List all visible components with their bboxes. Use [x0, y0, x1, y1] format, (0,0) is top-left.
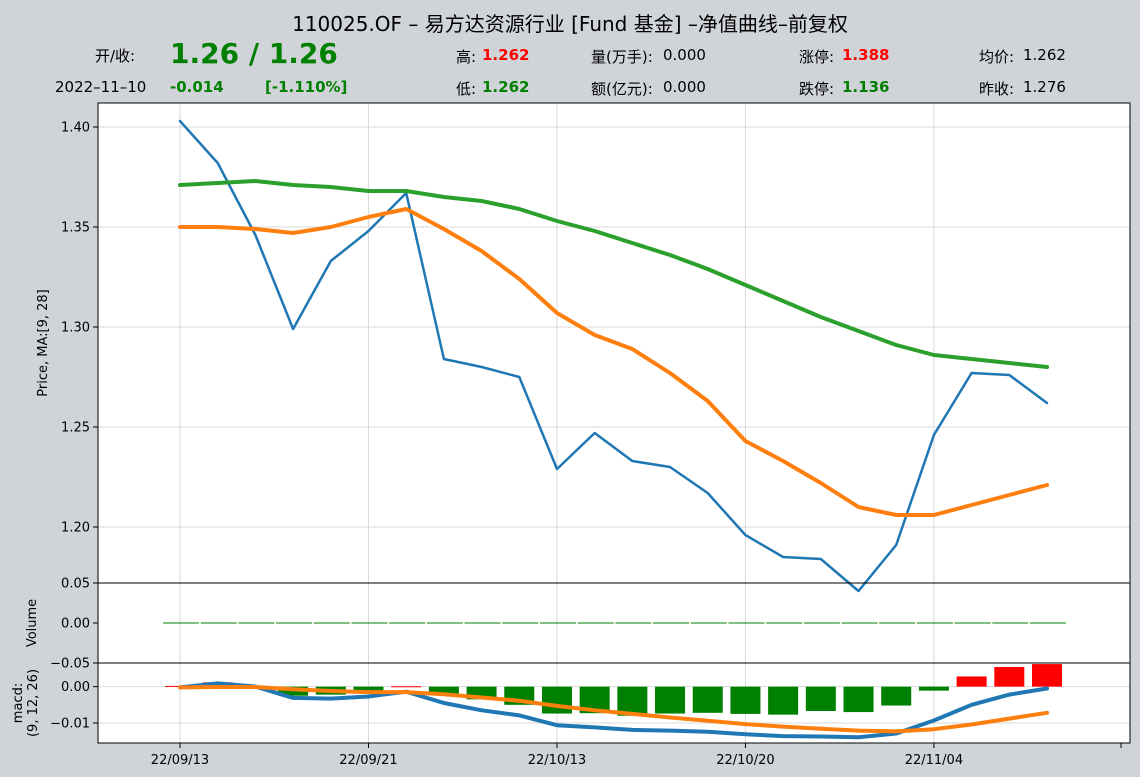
prev-close-label: 昨收:: [979, 80, 1015, 98]
low-label: 低:: [456, 80, 477, 98]
open-close-value: 1.26 / 1.26: [170, 37, 338, 70]
macd-histogram-bar: [956, 676, 987, 687]
prev-close-value: 1.276: [1023, 78, 1066, 96]
macd-histogram-bar: [768, 686, 799, 715]
macd-y-axis-label: macd:(9, 12, 26): [11, 669, 41, 737]
macd-y-tick-label: 0.00: [61, 680, 90, 695]
x-tick-label: 22/09/13: [151, 753, 209, 768]
price-y-tick-label: 1.35: [61, 221, 90, 236]
avg-price-label: 均价:: [979, 48, 1015, 66]
open-close-label: 开/收:: [95, 47, 136, 65]
macd-histogram-bar: [730, 686, 761, 714]
change-value: -0.014: [170, 78, 224, 96]
amount-value: 0.000: [663, 78, 706, 96]
price-y-tick-label: 1.40: [61, 121, 90, 136]
x-tick-label: 22/09/21: [339, 753, 397, 768]
volume-label: 量(万手):: [591, 48, 653, 66]
macd-histogram-bar: [918, 686, 949, 691]
price-y-axis-label: Price, MA:[9, 28]: [36, 289, 51, 396]
chart-title: 110025.OF – 易方达资源行业 [Fund 基金] –净值曲线–前复权: [292, 12, 848, 36]
macd-histogram-bar: [805, 686, 836, 711]
volume-value: 0.000: [663, 46, 706, 64]
limit-up-label: 涨停:: [799, 48, 835, 66]
price-y-tick-label: 1.25: [61, 421, 90, 436]
macd-histogram-bar: [541, 686, 572, 714]
x-tick-label: 22/11/04: [905, 753, 963, 768]
macd-histogram-bar: [353, 686, 384, 691]
avg-price-value: 1.262: [1023, 46, 1066, 64]
macd-signal-line: [178, 685, 1049, 734]
macd-histogram-bar: [994, 667, 1025, 687]
macd-y-tick-label: −0.01: [50, 717, 90, 732]
high-value: 1.262: [482, 46, 530, 64]
macd-histogram-bar: [617, 686, 648, 716]
macd-histogram-bar: [655, 686, 686, 714]
volume-y-tick-label: 0.00: [61, 617, 90, 632]
amount-label: 额(亿元):: [591, 80, 653, 98]
macd-histogram-bar: [692, 686, 723, 713]
change-pct: [-1.110%]: [265, 78, 348, 96]
price-y-tick-label: 1.20: [61, 521, 90, 536]
volume-y-axis-label: Volume: [25, 599, 40, 647]
limit-up-value: 1.388: [842, 46, 890, 64]
macd-histogram-bar: [843, 686, 874, 713]
macd-y-axis-label-line: macd:: [11, 683, 26, 723]
macd-histogram-bar: [1032, 664, 1062, 687]
volume-y-tick-label: 0.05: [61, 577, 90, 592]
limit-down-value: 1.136: [842, 78, 890, 96]
macd-histogram-bar: [428, 686, 459, 696]
volume-y-tick-label: −0.05: [50, 657, 90, 672]
high-label: 高:: [456, 48, 477, 66]
macd-histogram-bar: [391, 686, 422, 688]
x-tick-label: 22/10/13: [528, 753, 586, 768]
macd-histogram-bar: [881, 686, 912, 706]
quote-date: 2022–11–10: [55, 78, 147, 96]
limit-down-label: 跌停:: [799, 80, 835, 98]
macd-panel-border: [97, 662, 1131, 744]
macd-y-axis-label-line: (9, 12, 26): [26, 669, 41, 737]
series-line-ma_long: [178, 179, 1049, 369]
series-line-ma_short: [178, 207, 1049, 517]
price-y-tick-label: 1.30: [61, 321, 90, 336]
series-line-price: [178, 119, 1049, 593]
low-value: 1.262: [482, 78, 530, 96]
x-tick-label: 22/10/20: [716, 753, 774, 768]
